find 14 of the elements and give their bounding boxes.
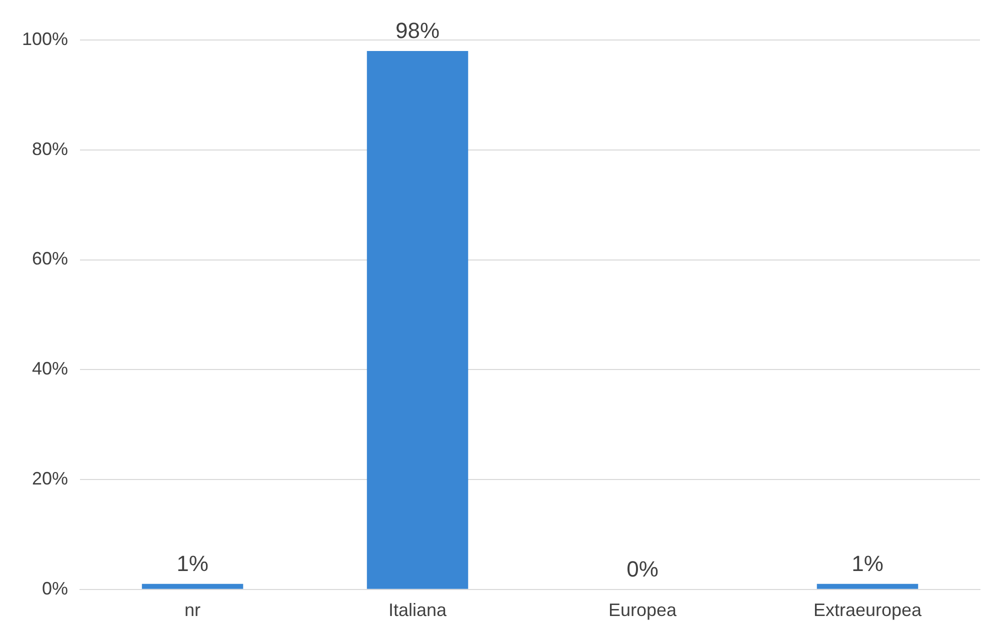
x-tick-label: nr (184, 600, 201, 620)
x-tick-label: Italiana (388, 600, 448, 620)
x-tick-label: Extraeuropea (813, 600, 923, 620)
data-label: 98% (396, 18, 440, 44)
y-tick-label: 20% (32, 468, 68, 488)
data-label: 1% (852, 550, 884, 576)
y-tick-label: 100% (22, 28, 68, 49)
data-label: 1% (176, 550, 208, 576)
y-tick-label: 60% (32, 248, 68, 269)
x-tick-label: Europea (608, 600, 678, 620)
data-label: 0% (626, 556, 658, 582)
y-tick-label: 40% (32, 358, 68, 379)
y-tick-label: 0% (42, 578, 68, 598)
y-tick-label: 80% (32, 138, 68, 159)
